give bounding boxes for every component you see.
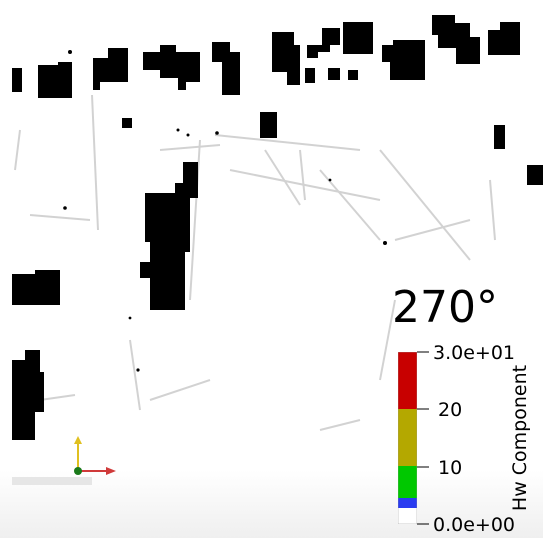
axes-triad [74,436,116,475]
flow-streaks [14,94,496,431]
colorbar-title: Hw Component [509,364,531,512]
colorbar-tick-20: 20 [438,399,463,421]
colorbar-tick-10: 10 [438,457,463,479]
buildings [12,15,543,440]
view-angle-label: 270° [392,282,498,333]
colorbar-max-label: 3.0e+01 [433,342,516,364]
colorbar [398,352,417,524]
colorbar-ticks [417,351,429,525]
colorbar-min-label: 0.0e+00 [433,514,516,536]
